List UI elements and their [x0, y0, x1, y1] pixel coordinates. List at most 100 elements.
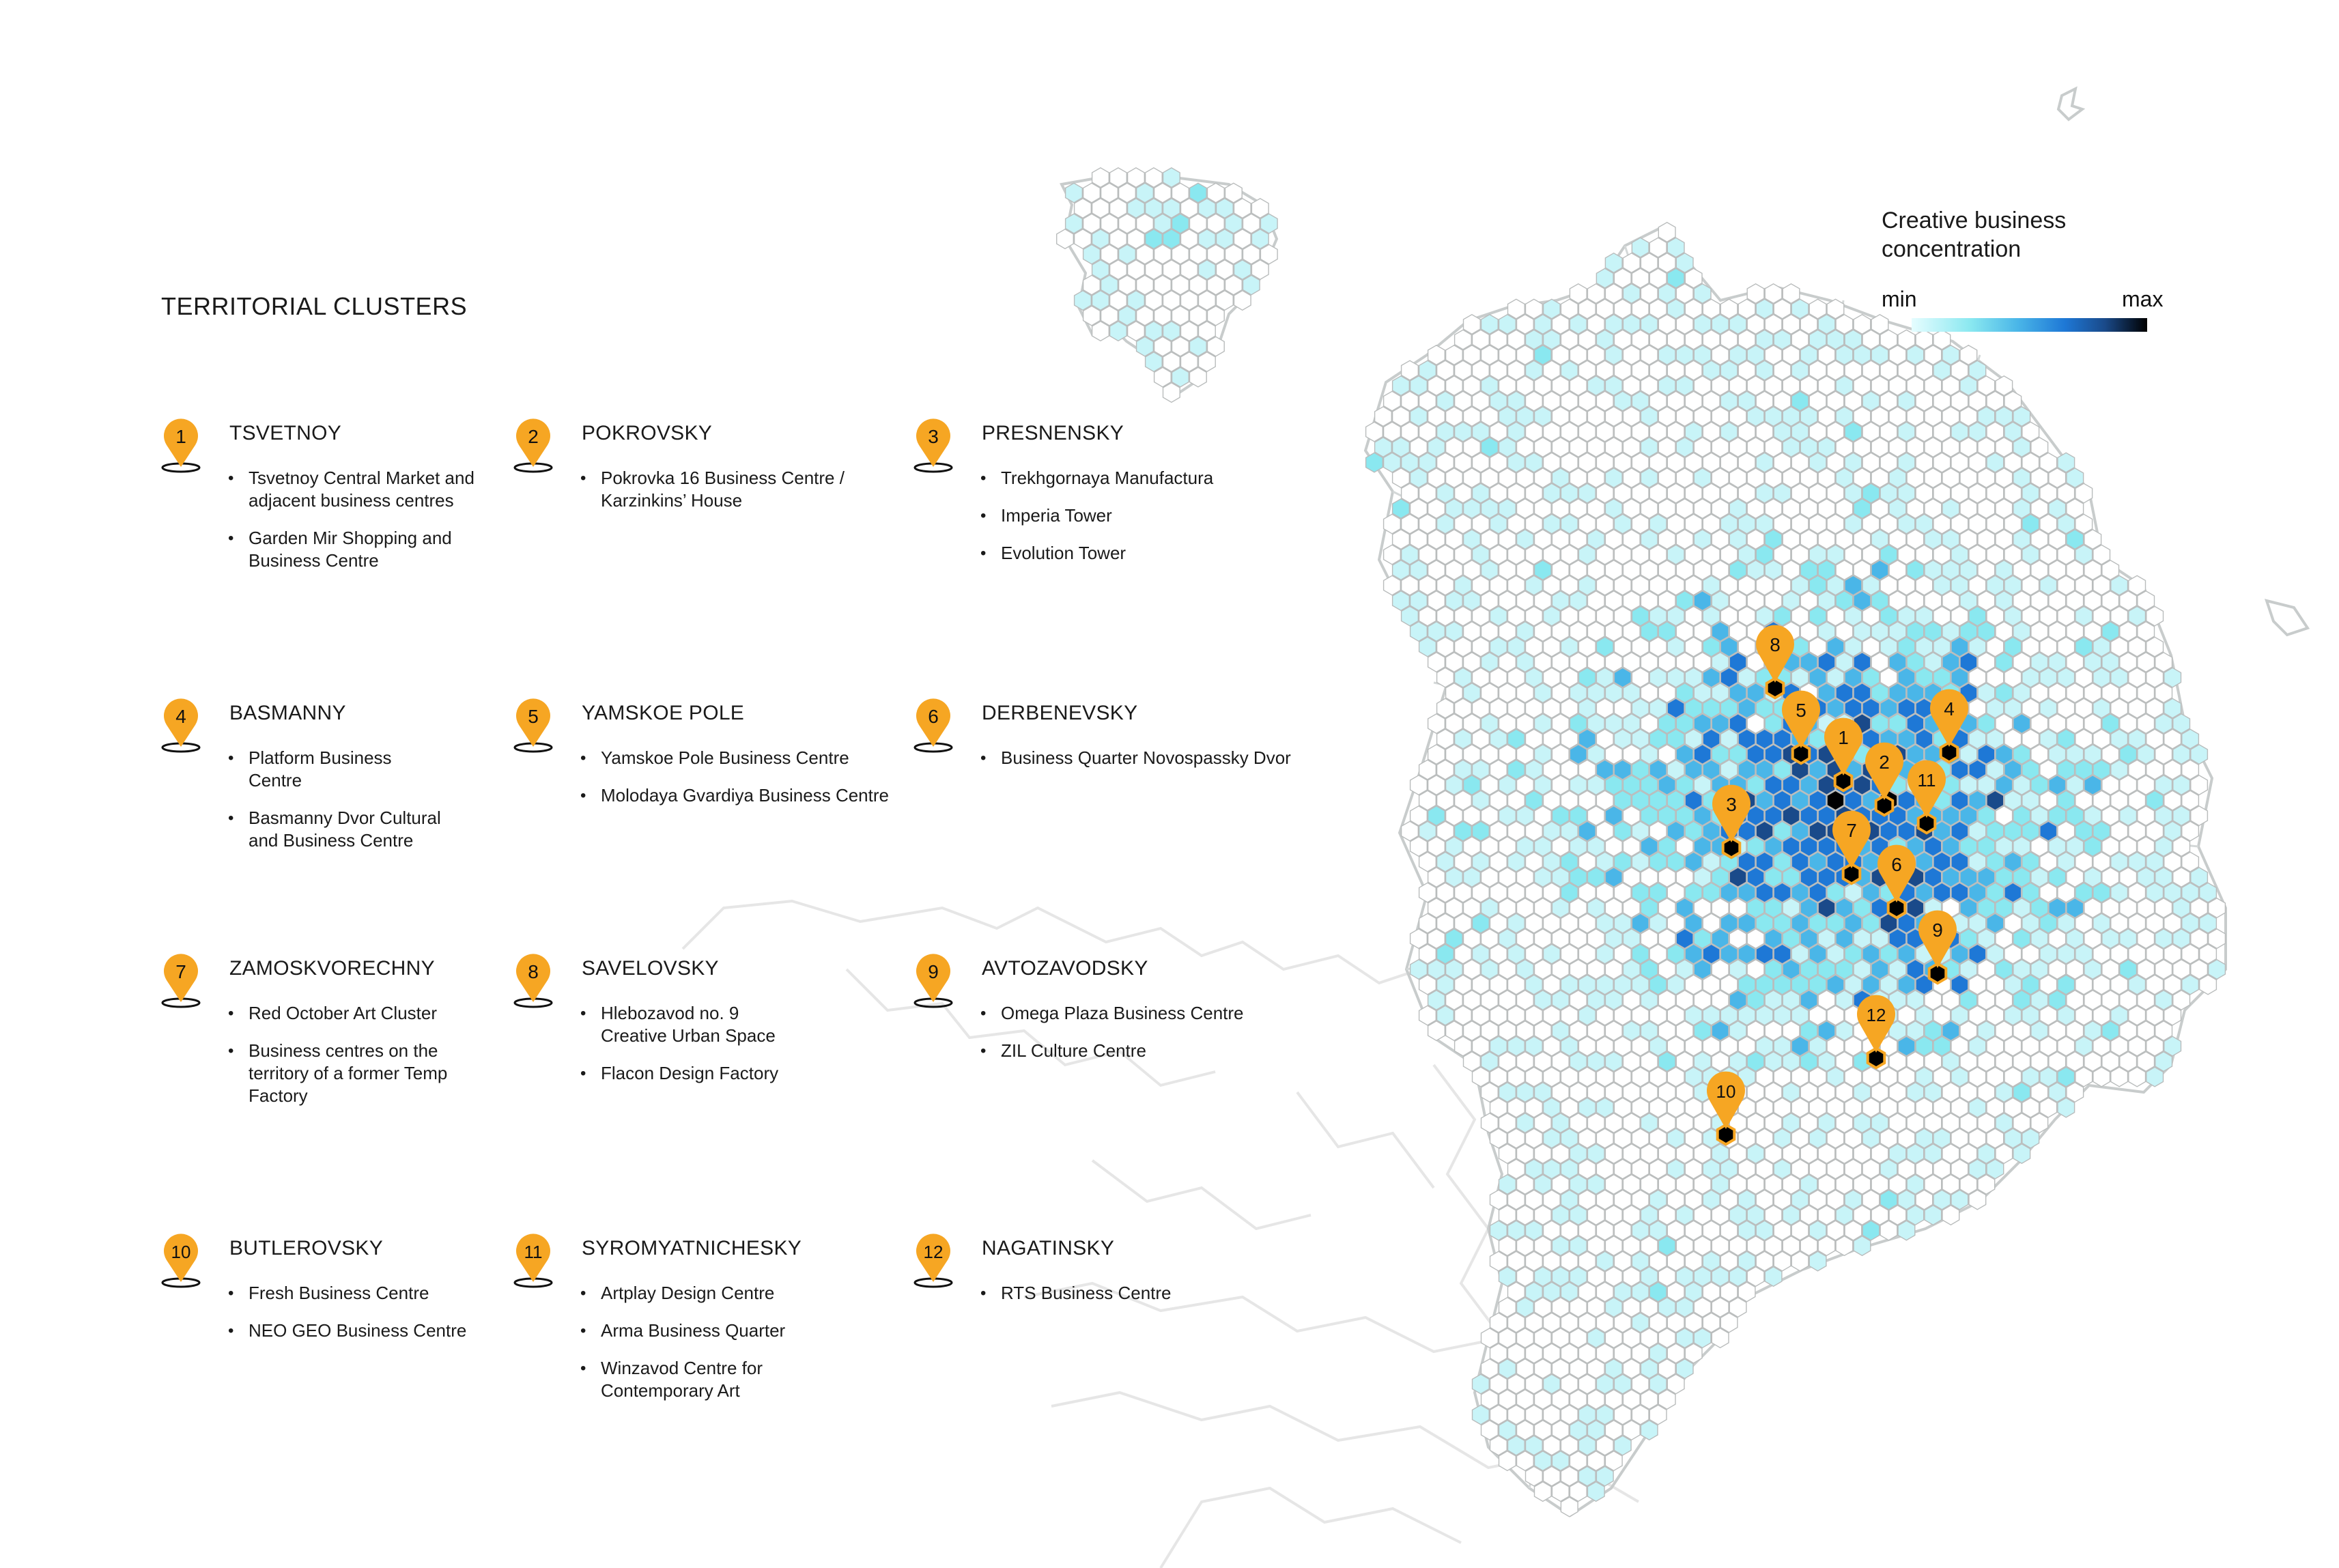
- hex-cell: [1560, 605, 1578, 627]
- hex-cell: [1542, 605, 1561, 627]
- hex-cell: [1551, 1173, 1570, 1195]
- hex-cell: [1693, 436, 1712, 458]
- hex-cell: [1489, 882, 1507, 903]
- hex-cell: [1596, 605, 1614, 627]
- hex-cell: [1533, 1112, 1552, 1134]
- hex-cell: [1613, 1281, 1632, 1302]
- hex-cell: [1649, 851, 1667, 872]
- hex-cell: [1924, 836, 1942, 857]
- hex-cell: [1986, 421, 2004, 442]
- hex-cell: [1631, 1404, 1649, 1425]
- map-marker-10: 10: [1707, 1071, 1745, 1146]
- hex-cell: [1525, 483, 1543, 504]
- hex-cell: [1082, 305, 1101, 326]
- hex-cell: [2048, 1051, 2067, 1072]
- hex-cell: [1729, 1266, 1747, 1287]
- hex-cell: [1720, 667, 1738, 688]
- hex-cell: [1622, 405, 1641, 427]
- hex-cell: [1755, 544, 1774, 565]
- hex-cell: [1933, 390, 1951, 412]
- hex-cell: [1906, 436, 1925, 458]
- hex-cell: [1604, 1296, 1623, 1318]
- hex-cell: [1542, 698, 1561, 719]
- hex-cell: [1658, 713, 1676, 735]
- hex-cell: [2048, 928, 2067, 950]
- hex-cell: [1596, 1128, 1614, 1149]
- hex-cell: [2022, 698, 2040, 719]
- hex-cell: [2030, 836, 2049, 857]
- hex-cell: [1649, 268, 1667, 289]
- hex-cell: [1569, 1204, 1587, 1226]
- hex-cell: [1471, 1404, 1490, 1425]
- hex-cell: [1675, 467, 1694, 489]
- hex-cell: [1986, 974, 2004, 995]
- hex-cell: [1684, 1158, 1703, 1180]
- hex-cell: [1862, 605, 1880, 627]
- hex-cell: [1418, 390, 1436, 412]
- hex-cell: [2066, 682, 2084, 704]
- hex-cell: [2137, 774, 2155, 796]
- hex-cell: [1933, 1128, 1951, 1149]
- hex-cell: [1667, 605, 1685, 627]
- hex-cell: [1533, 344, 1552, 366]
- hex-cell: [2164, 913, 2182, 934]
- hex-cell: [1871, 313, 1889, 335]
- hex-cell: [2030, 682, 2049, 704]
- hex-cell: [1436, 851, 1454, 872]
- hex-cell: [1729, 651, 1747, 673]
- hex-cell: [1622, 713, 1641, 735]
- hex-cell: [1171, 182, 1189, 203]
- hex-cell: [1454, 790, 1472, 811]
- hex-cell: [1374, 436, 1392, 458]
- hex-cell: [1400, 421, 1419, 442]
- hex-cell: [1578, 1189, 1596, 1210]
- hex-cell: [1844, 390, 1862, 412]
- hex-cell: [1933, 360, 1951, 381]
- hex-cell: [1206, 244, 1225, 265]
- hex-cell: [1720, 575, 1738, 596]
- svg-text:4: 4: [175, 706, 186, 727]
- hex-cell: [2004, 1128, 2022, 1149]
- hex-cell: [1817, 344, 1836, 366]
- cluster-items: Hlebozavod no. 9 Creative Urban Space Fl…: [580, 1002, 796, 1100]
- hex-cell: [1436, 821, 1454, 842]
- hex-cell: [1418, 821, 1436, 842]
- hex-cell: [2084, 1051, 2102, 1072]
- hex-cell: [1968, 483, 1987, 504]
- hex-cell: [1800, 1173, 1818, 1195]
- hex-cell: [1667, 1066, 1685, 1087]
- hex-cell: [1746, 344, 1765, 366]
- hex-cell: [1897, 1005, 1916, 1026]
- hex-cell: [1462, 682, 1481, 704]
- hex-cell: [2084, 989, 2102, 1011]
- hex-cell: [2057, 513, 2075, 534]
- hex-cell: [1844, 544, 1862, 565]
- hex-cell: [1871, 713, 1889, 735]
- cluster-item: Yamskoe Pole Business Centre: [580, 747, 912, 769]
- hex-cell: [1631, 667, 1649, 688]
- hex-cell: [2181, 882, 2200, 903]
- hex-cell: [2048, 682, 2067, 704]
- hex-cell: [1951, 943, 1969, 965]
- hex-cell: [1755, 1189, 1774, 1210]
- hex-cell: [2101, 651, 2120, 673]
- hex-cell: [1800, 866, 1818, 888]
- map-marker-number: 2: [1879, 752, 1890, 773]
- hex-cell: [2075, 636, 2093, 657]
- hex-cell: [1480, 1419, 1499, 1441]
- hex-cell: [1613, 1097, 1632, 1118]
- hex-cell: [2039, 636, 2058, 657]
- hex-cell: [1631, 1005, 1649, 1026]
- hex-cell: [1649, 1189, 1667, 1210]
- hex-cell: [1658, 313, 1676, 335]
- hex-cell: [1418, 913, 1436, 934]
- hex-cell: [1622, 805, 1641, 827]
- hex-cell: [1489, 1036, 1507, 1057]
- hex-cell: [1667, 1281, 1685, 1302]
- hex-cell: [1684, 1005, 1703, 1026]
- hex-cell: [1525, 882, 1543, 903]
- hex-cell: [1977, 498, 1996, 519]
- hex-cell: [2110, 913, 2129, 934]
- hex-cell: [2022, 851, 2040, 872]
- hex-cell: [1109, 259, 1127, 281]
